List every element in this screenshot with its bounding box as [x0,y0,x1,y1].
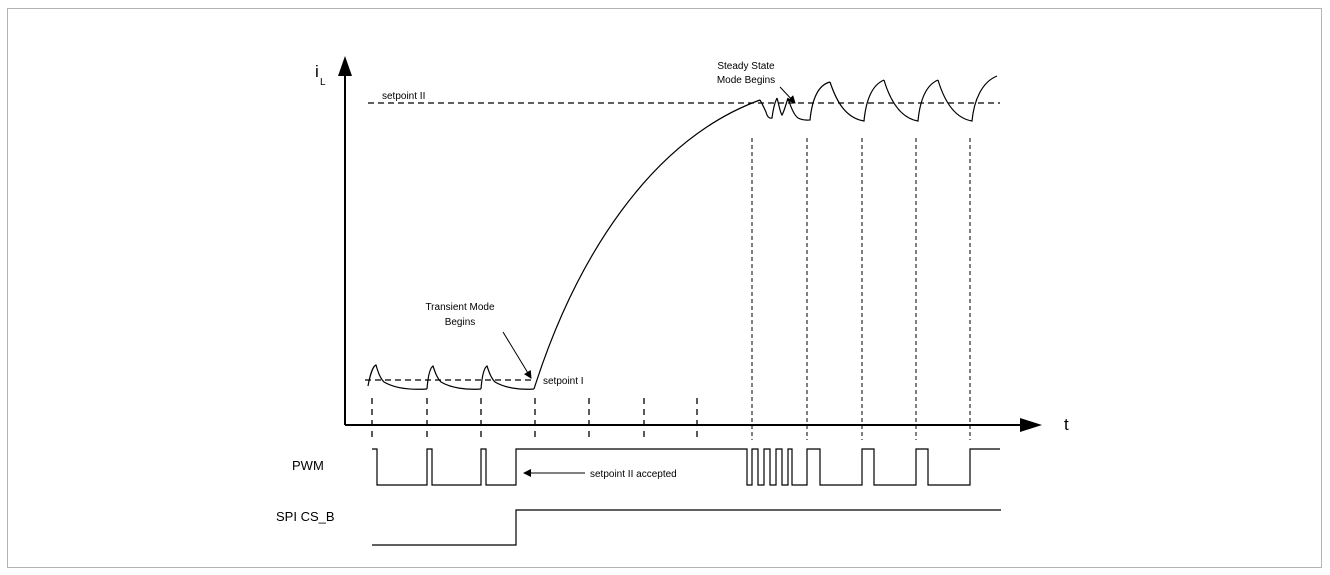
ripple-1 [367,364,428,390]
transient-label-line2: Begins [445,317,476,328]
steady-ripple-6 [937,75,998,122]
inductor-current-waveform [367,75,998,390]
timing-markers [371,398,698,440]
setpoint-i-label: setpoint I [543,376,584,387]
transient-rise [533,99,761,390]
steady-arrow [779,86,796,104]
steady-label-line2: Mode Begins [717,75,775,86]
y-axis-label: i [315,62,319,81]
steady-timing-markers [751,138,971,440]
steady-ripple-5 [883,79,939,122]
x-axis-arrowhead [1020,418,1042,432]
steady-ripple-3 [787,81,831,121]
pwm-waveform [372,448,1000,486]
steady-ripple-4 [829,79,885,122]
steady-ripple-2 [776,97,789,117]
spi-label: SPI CS_B [276,509,335,524]
pwm-label: PWM [292,458,324,473]
y-axis-subscript: L [320,77,326,88]
transient-arrow [502,331,532,379]
steady-label-line1: Steady State [717,61,775,72]
steady-ripple-1 [759,97,778,119]
ripple-2 [426,365,482,390]
ripple-3 [480,365,535,390]
spi-waveform [372,509,1001,546]
axes [338,56,1042,432]
x-axis-label: t [1064,415,1069,434]
diagram-frame [7,8,1322,568]
setpoint-ii-label: setpoint II [382,91,425,102]
pwm-note: setpoint II accepted [590,469,677,480]
y-axis-arrowhead [338,56,352,76]
transient-label-line1: Transient Mode [425,302,495,313]
